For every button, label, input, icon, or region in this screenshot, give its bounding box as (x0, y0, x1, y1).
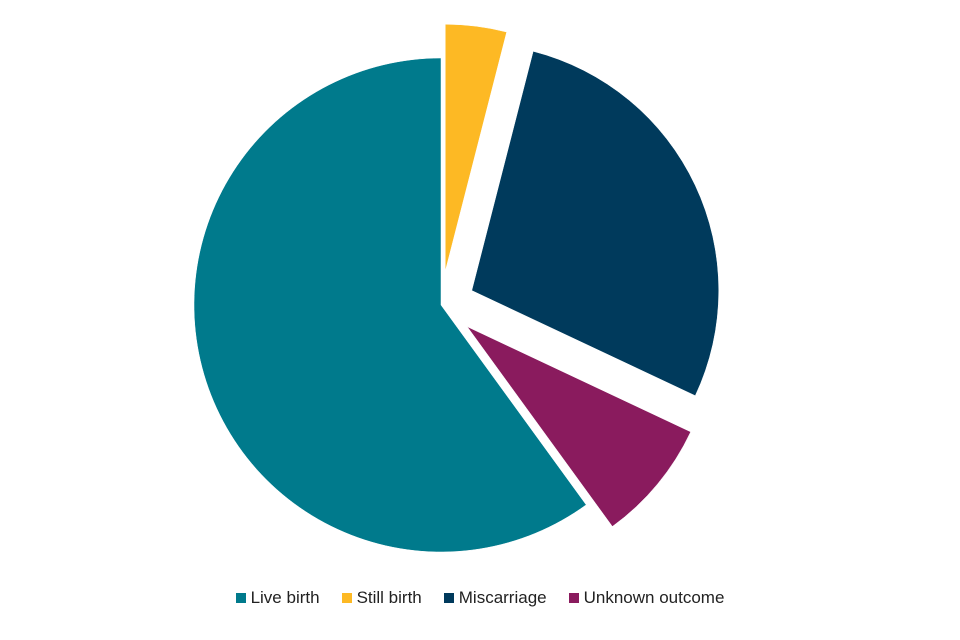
pie-slice-miscarriage (471, 50, 719, 397)
legend-item-miscarriage: Miscarriage (443, 588, 547, 608)
legend-item-still-birth: Still birth (341, 588, 422, 608)
pie-slice-still-birth (445, 24, 507, 272)
legend-swatch (341, 593, 352, 603)
legend-item-live-birth: Live birth (235, 588, 320, 608)
legend-label: Unknown outcome (583, 588, 725, 607)
legend-swatch (235, 593, 246, 603)
legend-swatch (443, 593, 454, 603)
legend-label: Live birth (250, 588, 320, 607)
legend-item-unknown-outcome: Unknown outcome (568, 588, 725, 608)
legend: Live birth Still birth Miscarriage Unkno… (0, 588, 960, 608)
legend-swatch (568, 593, 579, 603)
legend-label: Still birth (356, 588, 422, 607)
legend-label: Miscarriage (458, 588, 547, 607)
pie-slice-unknown-outcome (466, 326, 692, 527)
pie-slice-live-birth (193, 57, 587, 553)
